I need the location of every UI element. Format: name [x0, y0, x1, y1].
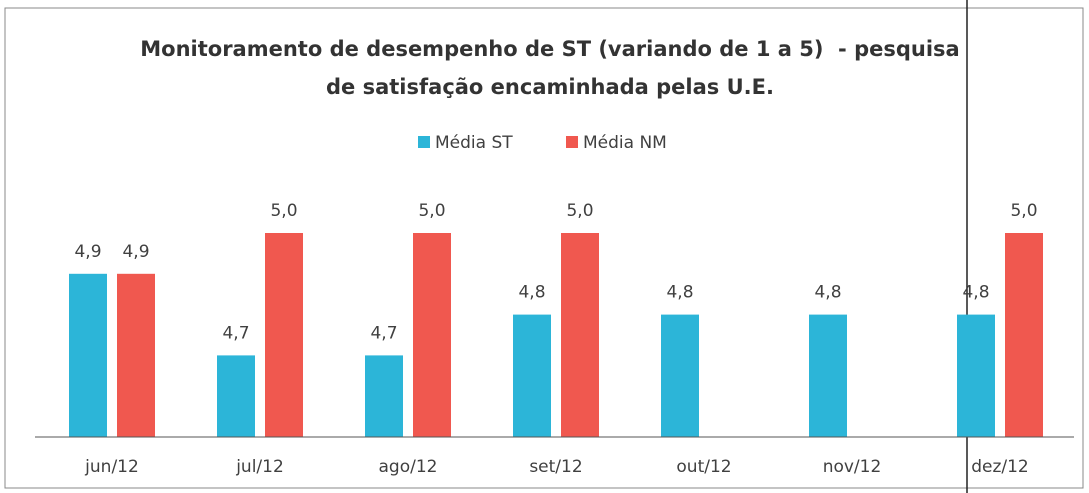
- x-tick-label: jun/12: [84, 457, 139, 477]
- x-tick-label: ago/12: [379, 457, 438, 477]
- chart-frame: [4, 7, 1084, 489]
- data-label: 4,8: [814, 283, 841, 303]
- chart-title: Monitoramento de desempenho de ST (varia…: [140, 37, 959, 61]
- bar: [365, 355, 403, 437]
- x-tick-label: nov/12: [823, 457, 882, 477]
- x-tick-label: jul/12: [235, 457, 284, 477]
- data-label: 4,8: [666, 283, 693, 303]
- legend-swatch: [566, 136, 578, 148]
- bar: [69, 273, 107, 437]
- legend-label: Média NM: [583, 133, 667, 153]
- bar: [561, 233, 599, 437]
- x-tick-label: set/12: [529, 457, 582, 477]
- bar: [217, 355, 255, 437]
- bar: [661, 314, 699, 437]
- bar: [265, 233, 303, 437]
- data-label: 5,0: [1010, 201, 1037, 221]
- bar: [809, 314, 847, 437]
- chart-title: de satisfação encaminhada pelas U.E.: [326, 75, 774, 99]
- data-label: 4,9: [122, 242, 149, 262]
- bar: [1005, 233, 1043, 437]
- data-label: 4,7: [370, 323, 397, 343]
- x-tick-label: dez/12: [971, 457, 1029, 477]
- bar: [513, 314, 551, 437]
- bar: [957, 314, 995, 437]
- data-label: 5,0: [418, 201, 445, 221]
- data-label: 5,0: [566, 201, 593, 221]
- bar: [117, 273, 155, 437]
- data-label: 4,9: [74, 242, 101, 262]
- data-label: 5,0: [270, 201, 297, 221]
- bar: [413, 233, 451, 437]
- data-label: 4,8: [518, 283, 545, 303]
- x-tick-label: out/12: [676, 457, 731, 477]
- legend-label: Média ST: [435, 133, 513, 153]
- data-label: 4,8: [962, 283, 989, 303]
- legend-swatch: [418, 136, 430, 148]
- data-label: 4,7: [222, 323, 249, 343]
